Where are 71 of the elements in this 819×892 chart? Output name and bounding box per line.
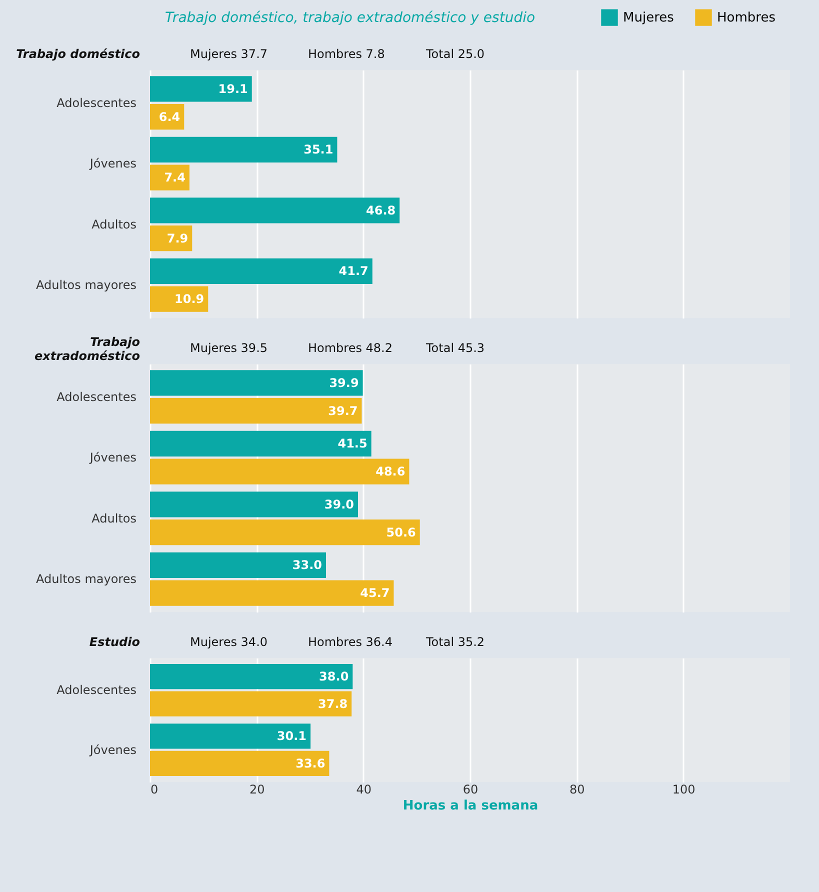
y-tick-label: Adolescentes bbox=[56, 96, 136, 110]
text: Mujeres 34.0 bbox=[190, 635, 268, 649]
bar bbox=[150, 136, 338, 162]
text: Hombres 36.4 bbox=[308, 635, 393, 649]
y-tick-label: Jóvenes bbox=[88, 450, 136, 465]
chart-subtitle: Trabajo doméstico bbox=[16, 47, 140, 61]
data-label: 30.1 bbox=[276, 729, 307, 744]
bar bbox=[150, 552, 326, 578]
bar bbox=[150, 458, 410, 484]
text: Mujeres 37.7 bbox=[190, 47, 268, 61]
data-label: 39.9 bbox=[329, 376, 359, 390]
data-label: 37.8 bbox=[318, 696, 348, 711]
x-tick-label: 100 bbox=[672, 782, 696, 796]
data-label: 39.7 bbox=[328, 404, 358, 418]
chart-title: Trabajo doméstico, trabajo extradoméstico y estudio bbox=[164, 10, 536, 26]
bar bbox=[150, 691, 352, 716]
x-axis-title: Horas a la semana bbox=[402, 798, 538, 814]
bar bbox=[150, 724, 311, 749]
y-tick-label: Adultos mayores bbox=[36, 572, 136, 586]
chart-subtitle: Trabajo extradoméstico bbox=[34, 335, 140, 363]
y-tick-label: Jóvenes bbox=[88, 156, 136, 171]
y-tick-label: Adultos bbox=[92, 511, 136, 526]
data-label: 33.0 bbox=[292, 558, 322, 572]
chart-subtitle: Estudio bbox=[89, 635, 140, 649]
data-label: 10.9 bbox=[174, 292, 204, 306]
y-tick-label: Adolescentes bbox=[56, 683, 136, 698]
bar bbox=[150, 580, 394, 606]
x-tick-label: 0 bbox=[150, 782, 158, 796]
data-label: 38.0 bbox=[319, 670, 349, 684]
y-tick-label: Adolescentes bbox=[56, 390, 136, 404]
x-tick-label: 40 bbox=[356, 782, 372, 796]
legend-label: Mujeres bbox=[623, 10, 674, 26]
bar bbox=[150, 76, 252, 102]
data-label: 33.6 bbox=[296, 756, 326, 770]
bar bbox=[150, 750, 330, 776]
bar bbox=[150, 226, 192, 252]
data-label: 41.5 bbox=[338, 436, 368, 451]
bar bbox=[150, 398, 362, 424]
data-label: 46.8 bbox=[366, 203, 396, 218]
y-tick-label: Jóvenes bbox=[88, 742, 136, 757]
data-label: 19.1 bbox=[218, 82, 248, 96]
data-label: 41.7 bbox=[338, 264, 368, 278]
data-label: 6.4 bbox=[158, 110, 180, 124]
text: Total 35.2 bbox=[425, 635, 485, 649]
data-label: 35.1 bbox=[304, 142, 334, 157]
text: Mujeres 39.5 bbox=[190, 341, 268, 355]
y-tick-label: Adultos bbox=[92, 217, 136, 232]
text: Total 25.0 bbox=[425, 47, 485, 61]
text: Hombres 7.8 bbox=[308, 47, 385, 61]
data-label: 50.6 bbox=[386, 525, 416, 540]
bar bbox=[150, 164, 190, 190]
bar bbox=[150, 370, 363, 396]
text: Total 45.3 bbox=[425, 341, 485, 355]
bar bbox=[150, 258, 372, 284]
bar bbox=[150, 520, 420, 546]
data-label: 45.7 bbox=[360, 586, 390, 600]
bar bbox=[150, 492, 358, 518]
x-tick-label: 20 bbox=[250, 782, 265, 796]
x-tick-label: 60 bbox=[462, 782, 478, 796]
data-label: 7.4 bbox=[164, 170, 186, 185]
data-label: 48.6 bbox=[376, 464, 406, 479]
text: Hombres 48.2 bbox=[308, 341, 393, 355]
y-tick-label: Adultos mayores bbox=[36, 278, 136, 292]
bar bbox=[150, 198, 400, 224]
data-label: 7.9 bbox=[166, 231, 188, 246]
legend-label: Hombres bbox=[717, 10, 776, 26]
bar bbox=[150, 664, 353, 690]
data-label: 39.0 bbox=[324, 497, 354, 512]
x-tick-label: 80 bbox=[570, 782, 585, 796]
bar bbox=[150, 286, 208, 312]
bar bbox=[150, 430, 372, 456]
